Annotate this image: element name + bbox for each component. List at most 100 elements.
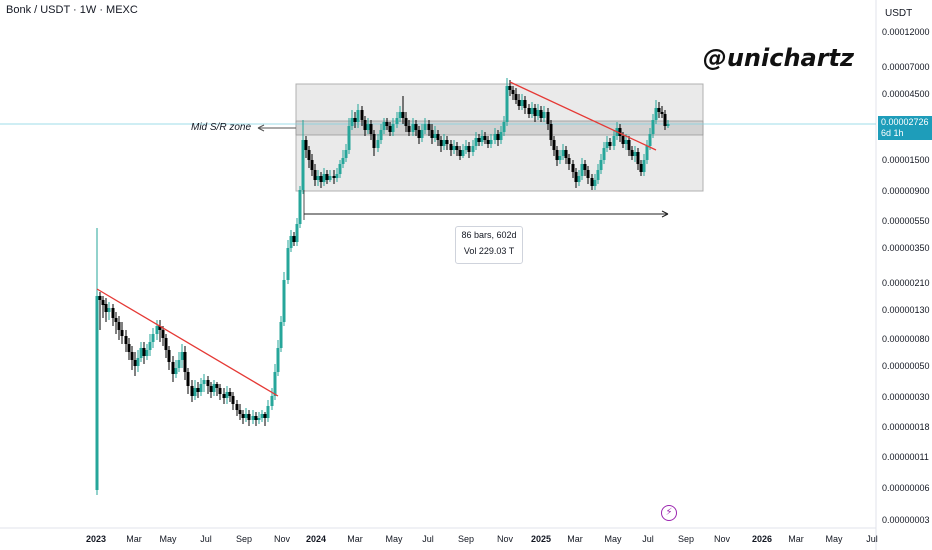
candle-body <box>376 140 380 148</box>
candle-body <box>180 352 184 360</box>
zone-arrow-head <box>257 124 265 132</box>
candle-body <box>183 352 187 372</box>
candle-body <box>388 126 392 132</box>
candle-body <box>618 128 622 136</box>
y-tick-label: 0.00000210 <box>882 278 930 288</box>
candle-body <box>206 380 210 386</box>
candle-body <box>325 174 329 180</box>
candle-body <box>663 114 667 126</box>
x-tick-label: May <box>825 534 843 544</box>
candle-body <box>401 112 405 118</box>
candle-body <box>254 416 258 420</box>
candle-body <box>493 134 497 140</box>
candle-body <box>101 300 105 305</box>
candle-body <box>289 236 293 248</box>
lightning-icon[interactable]: ⚡ <box>661 505 677 521</box>
candle-body <box>120 330 124 336</box>
candle-body <box>564 150 568 158</box>
candle-body <box>363 120 367 130</box>
candle-body <box>276 348 280 372</box>
candle-body <box>398 112 402 118</box>
candle-body <box>279 322 283 348</box>
candle-body <box>372 134 376 148</box>
candle-body <box>222 394 226 398</box>
candle-body <box>555 150 559 160</box>
candle-body <box>654 108 658 120</box>
x-tick-label: Mar <box>788 534 804 544</box>
candle-body <box>95 296 99 490</box>
candle-body <box>111 308 115 318</box>
candle-body <box>627 140 631 150</box>
candle-body <box>225 392 229 398</box>
candle-body <box>174 368 178 374</box>
y-tick-label: 0.00012000 <box>882 27 930 37</box>
y-tick-label: 0.00000080 <box>882 334 930 344</box>
candle-body <box>577 176 581 182</box>
candle-body <box>464 146 468 150</box>
candle-body <box>328 176 332 180</box>
candle-body <box>612 136 616 146</box>
candle-body <box>523 100 527 108</box>
x-tick-label: Sep <box>678 534 694 544</box>
candle-body <box>335 174 339 178</box>
candle-body <box>158 326 162 330</box>
x-tick-label: Mar <box>126 534 142 544</box>
candle-body <box>304 140 308 150</box>
candle-body <box>238 410 242 414</box>
candle-body <box>344 150 348 158</box>
candle-body <box>642 160 646 172</box>
candle-body <box>301 140 305 190</box>
range-vol-text: Vol 229.03 T <box>463 246 515 256</box>
candle-body <box>177 360 181 368</box>
candle-body <box>489 140 493 144</box>
y-tick-label: 0.00000050 <box>882 361 930 371</box>
zone-label: Mid S/R zone <box>191 122 252 133</box>
candle-body <box>666 124 670 126</box>
currency-label: USDT <box>885 8 913 19</box>
candle-body <box>382 122 386 130</box>
candle-body <box>316 176 320 180</box>
candle-body <box>251 416 255 420</box>
y-tick-label: 0.00004500 <box>882 89 930 99</box>
y-tick-label: 0.00000011 <box>882 452 929 462</box>
x-tick-label: Jul <box>642 534 654 544</box>
candle-body <box>307 150 311 160</box>
candle-body <box>142 348 146 356</box>
x-tick-label: May <box>385 534 403 544</box>
x-tick-label: Sep <box>236 534 252 544</box>
candle-body <box>360 110 364 120</box>
candle-body <box>567 158 571 164</box>
candle-body <box>107 308 111 312</box>
candle-body <box>542 112 546 118</box>
candle-body <box>596 170 600 180</box>
candle-body <box>593 180 597 186</box>
candle-body <box>423 124 427 130</box>
candle-body <box>369 124 373 134</box>
x-tick-label: May <box>159 534 177 544</box>
candle-body <box>145 350 149 356</box>
candle-body <box>552 140 556 150</box>
candle-body <box>114 318 118 322</box>
candle-body <box>442 140 446 146</box>
candle-body <box>630 150 634 156</box>
candle-body <box>486 140 490 144</box>
candle-body <box>546 112 550 124</box>
candle-body <box>411 124 415 132</box>
candle-body <box>404 118 408 126</box>
range-measure-box: 86 bars, 602d Vol 229.03 T <box>455 226 523 264</box>
candle-body <box>124 336 128 344</box>
candle-body <box>209 386 213 392</box>
candle-body <box>599 160 603 170</box>
candle-body <box>455 146 459 150</box>
candle-body <box>636 152 640 164</box>
candle-body <box>161 330 165 338</box>
candle-body <box>536 110 540 116</box>
watermark: @unichartz <box>702 44 854 72</box>
candle-body <box>391 124 395 132</box>
x-tick-label: Nov <box>274 534 291 544</box>
candle-body <box>514 94 518 100</box>
x-tick-label: May <box>604 534 622 544</box>
candle-body <box>420 130 424 138</box>
candle-body <box>298 190 302 224</box>
